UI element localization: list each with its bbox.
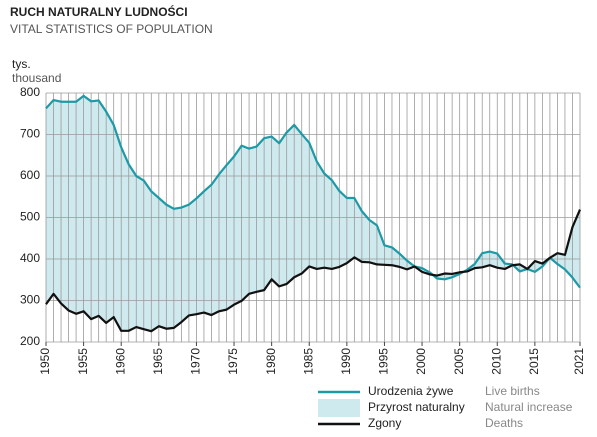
series-line: [45, 209, 582, 333]
y-tick-label: 300: [20, 293, 40, 307]
legend-label-en: Deaths: [485, 416, 523, 430]
x-tick-label: 2015: [527, 348, 541, 375]
x-tick-label: 1970: [189, 348, 203, 375]
x-tick-label: 1950: [38, 348, 52, 375]
y-tick-label: 800: [20, 85, 40, 99]
legend-label: Urodzenia żywe: [368, 384, 454, 398]
legend-label-en: Natural increase: [485, 400, 573, 414]
series-line: [45, 94, 581, 289]
x-tick-label: 1985: [301, 348, 315, 375]
y-tick-label: 200: [20, 334, 40, 348]
x-tick-label: 1965: [151, 348, 165, 375]
y-tick-label: 600: [20, 168, 40, 182]
x-tick-label: 2021: [572, 348, 586, 375]
x-tick-label: 2005: [452, 348, 466, 375]
y-axis-label: tys.: [12, 57, 31, 71]
legend-swatch: [318, 399, 360, 417]
x-tick-label: 1990: [339, 348, 353, 375]
natural-increase-area: [46, 95, 580, 332]
x-tick-label: 1960: [113, 348, 127, 375]
y-tick-label: 500: [20, 210, 40, 224]
chart-subtitle: VITAL STATISTICS OF POPULATION: [10, 22, 213, 36]
y-axis-label-en: thousand: [12, 71, 61, 85]
y-tick-label: 700: [20, 127, 40, 141]
chart-title: RUCH NATURALNY LUDNOŚCI: [10, 4, 188, 19]
y-tick-label: 400: [20, 251, 40, 265]
x-tick-label: 2000: [414, 348, 428, 375]
legend-label-en: Live births: [485, 384, 540, 398]
x-tick-label: 1955: [76, 348, 90, 375]
x-tick-label: 2010: [489, 348, 503, 375]
legend-label: Przyrost naturalny: [368, 400, 465, 414]
x-tick-label: 1980: [264, 348, 278, 375]
legend-label: Zgony: [368, 416, 401, 430]
x-tick-label: 1975: [226, 348, 240, 375]
x-tick-label: 1995: [377, 348, 391, 375]
